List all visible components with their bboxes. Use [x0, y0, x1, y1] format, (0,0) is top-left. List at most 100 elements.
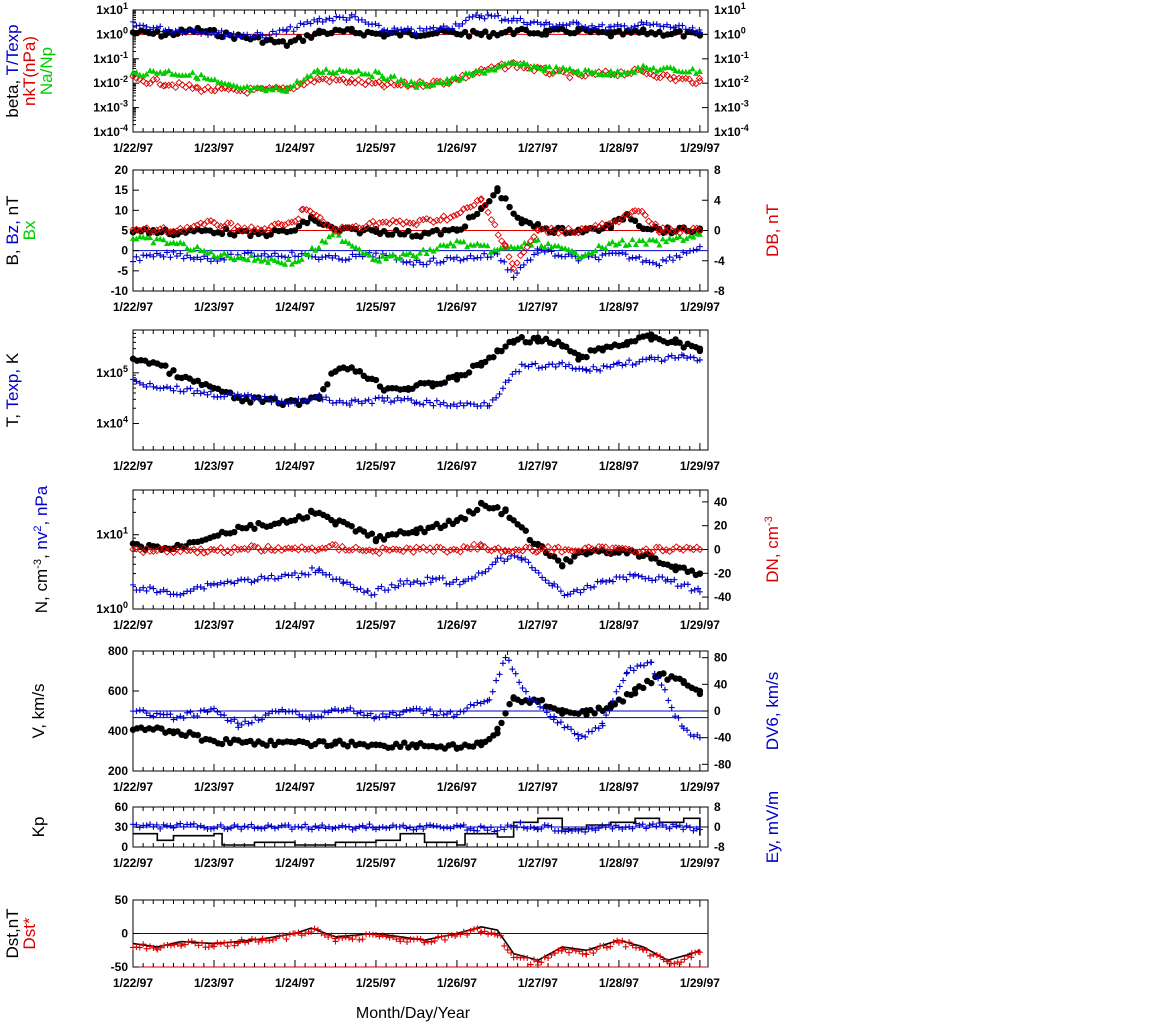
data-point [584, 225, 593, 233]
data-point [333, 399, 340, 406]
data-point [295, 574, 302, 581]
data-point [647, 952, 654, 959]
data-point [399, 220, 407, 228]
data-point [397, 938, 404, 945]
data-point [227, 390, 234, 397]
data-point [403, 259, 410, 266]
data-point [427, 25, 434, 32]
data-point [136, 587, 143, 594]
data-point [437, 823, 444, 830]
data-point [606, 577, 613, 584]
date-label: 1/28/97 [599, 856, 639, 870]
date-label: 1/29/97 [680, 618, 720, 632]
data-point [528, 564, 535, 571]
data-point [204, 709, 211, 716]
panel-velocity: 1/22/97 1/23/97 1/24/97 1/25/97 1/26/97 1/27/… [29, 644, 782, 794]
data-point [294, 24, 301, 31]
data-point [462, 578, 469, 585]
data-point [265, 259, 272, 265]
data-point [153, 589, 160, 596]
data-point [689, 65, 696, 72]
data-point [440, 545, 448, 554]
data-point [563, 66, 570, 73]
data-point [192, 940, 199, 947]
data-point [505, 377, 512, 384]
data-point [194, 243, 201, 250]
data-point [526, 696, 533, 703]
data-point [305, 251, 312, 257]
data-point [254, 576, 261, 583]
data-point [484, 242, 491, 249]
data-point [618, 71, 625, 77]
data-point [488, 929, 495, 936]
date-label: 1/25/97 [356, 141, 396, 155]
data-point [534, 63, 541, 70]
data-point [204, 580, 211, 587]
y2-tick-label: 8 [714, 163, 721, 177]
data-point [356, 823, 363, 830]
data-point [646, 822, 653, 829]
data-point [368, 79, 376, 87]
data-point [572, 826, 579, 833]
data-point [678, 959, 685, 966]
data-point [456, 23, 463, 30]
data-point [354, 710, 361, 717]
data-point [433, 520, 440, 528]
data-point [235, 724, 242, 731]
date-label: 1/25/97 [356, 856, 396, 870]
data-point [230, 226, 239, 234]
data-point [354, 586, 361, 593]
data-point [245, 249, 251, 256]
data-point [294, 77, 301, 84]
data-point [147, 380, 154, 387]
data-point [278, 546, 286, 555]
data-point [429, 548, 438, 556]
data-point [379, 544, 387, 552]
data-point [217, 579, 224, 586]
data-point [591, 710, 598, 717]
data-point [609, 578, 616, 585]
data-point [247, 521, 254, 529]
series-texp [130, 351, 703, 410]
data-point [274, 219, 282, 228]
data-point [254, 543, 262, 552]
data-point [416, 216, 424, 224]
data-point [599, 347, 606, 354]
date-label: 1/29/97 [680, 976, 720, 990]
data-point [624, 669, 631, 676]
data-point [464, 400, 471, 407]
data-point [389, 709, 396, 716]
data-point [279, 932, 286, 939]
data-point [313, 211, 321, 220]
data-point [548, 823, 555, 830]
data-point [311, 925, 318, 932]
data-point [376, 258, 383, 264]
data-point [259, 935, 266, 942]
data-point [369, 547, 377, 556]
data-point [251, 257, 258, 263]
data-point [580, 586, 587, 593]
data-point [379, 218, 387, 226]
data-point [410, 261, 417, 268]
data-point [589, 249, 596, 256]
data-point [518, 361, 525, 368]
data-point [551, 544, 559, 552]
data-point [510, 517, 517, 524]
data-point [328, 540, 337, 549]
data-point [554, 719, 561, 726]
data-point [684, 581, 691, 588]
data-point [450, 823, 457, 830]
data-point [331, 225, 340, 233]
data-point [269, 936, 276, 943]
data-point [300, 76, 307, 83]
data-point [329, 254, 336, 261]
data-point [457, 931, 464, 938]
y-tick-label: -10 [111, 284, 129, 298]
data-point [666, 825, 673, 832]
data-point [683, 822, 690, 829]
data-point [365, 71, 372, 77]
data-point [690, 827, 697, 834]
data-point [680, 33, 687, 40]
data-point [323, 221, 331, 230]
